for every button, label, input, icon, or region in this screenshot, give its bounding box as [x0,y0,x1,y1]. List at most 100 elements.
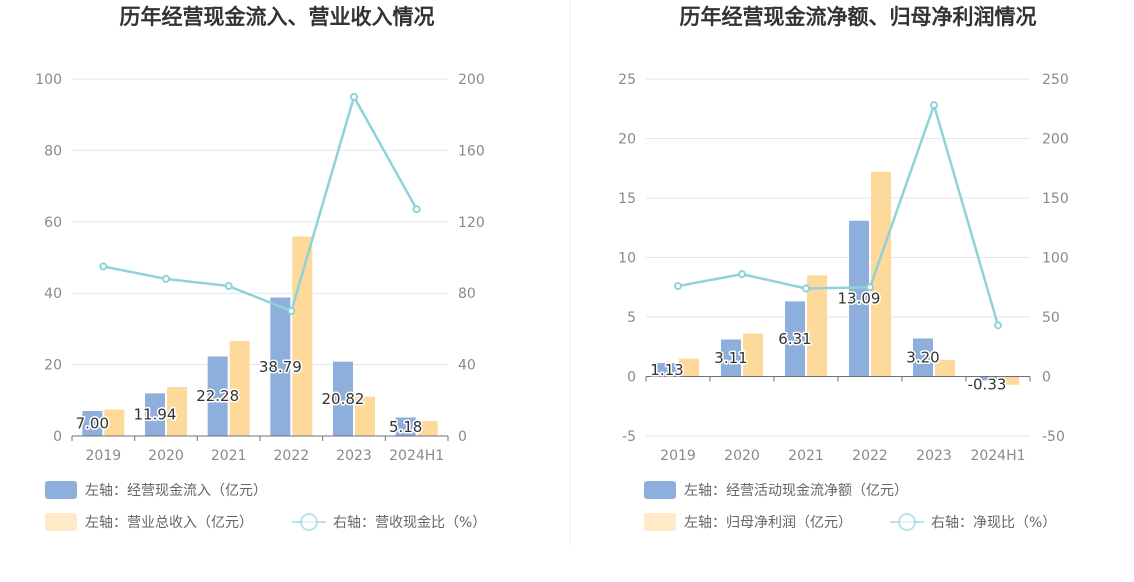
x-tick-label: 2021 [211,448,247,464]
ratio-point-2023[interactable] [930,101,938,110]
y-left-tick-label: 60 [44,215,62,231]
legend-marker-icon[interactable] [300,513,318,531]
y-left-tick-label: -5 [622,429,636,445]
bar-yellow-2023[interactable] [355,396,375,436]
legend-label[interactable]: 右轴：净现比（%） [931,515,1056,531]
bar-blue-2020[interactable] [145,393,165,436]
chart-title: 历年经营现金流入、营业收入情况 [120,5,435,29]
x-tick-label: 2019 [660,448,696,464]
ratio-point-2020[interactable] [738,270,746,279]
y-left-tick-label: 10 [618,251,636,267]
y-right-tick-label: 50 [1042,310,1060,326]
x-tick-label: 2020 [148,448,184,464]
bar-blue-2024H1[interactable] [977,376,997,381]
y-left-tick-label: 15 [618,191,636,207]
data-label: -0.33 [968,376,1007,394]
y-right-tick-label: 150 [1042,191,1069,207]
legend-label[interactable]: 右轴：营收现金比（%） [333,515,486,531]
legend-label[interactable]: 左轴：归母净利润（亿元） [684,514,852,531]
ratio-point-2019[interactable] [99,262,108,271]
y-right-tick-label: 160 [458,143,485,159]
y-right-tick-label: 120 [458,215,485,231]
x-tick-label: 2024H1 [389,448,444,464]
data-label: 7.00 [76,415,109,433]
bar-blue-2023[interactable] [333,361,353,436]
y-left-tick-label: 20 [618,132,636,148]
x-tick-label: 2023 [916,448,952,464]
legend-swatch-bar-blue[interactable] [644,481,676,499]
legend-label[interactable]: 左轴：经营活动现金流净额（亿元） [684,483,908,499]
y-left-tick-label: 25 [618,72,636,88]
legend-label[interactable]: 左轴：经营现金流入（亿元） [85,483,267,499]
y-right-tick-label: 40 [458,358,476,374]
ratio-point-2020[interactable] [162,274,170,283]
legend-marker-icon[interactable] [898,513,916,531]
bar-yellow-2022[interactable] [871,171,891,377]
ratio-line[interactable] [103,93,418,313]
y-right-tick-label: 250 [1042,72,1069,88]
ratio-line[interactable] [677,101,1000,326]
chart-title: 历年经营现金流净额、归母净利润情况 [680,5,1037,29]
data-label: 3.11 [714,349,747,367]
x-tick-label: 2019 [86,448,122,464]
x-tick-label: 2023 [336,448,372,464]
bar-blue-2022[interactable] [849,220,869,377]
legend-swatch-bar-yellow[interactable] [45,513,77,531]
bar-yellow-2020[interactable] [167,387,187,436]
y-left-tick-label: 0 [53,429,62,445]
data-label: 22.28 [196,387,239,405]
bar-yellow-2024H1[interactable] [417,421,438,436]
x-tick-label: 2022 [274,448,310,464]
y-right-tick-label: 200 [1042,132,1069,148]
bar-yellow-2022[interactable] [292,236,313,436]
bar-blue-2021[interactable] [207,356,228,436]
ratio-point-2022[interactable] [866,283,874,292]
ratio-point-2024H1[interactable] [412,205,421,214]
bar-yellow-2020[interactable] [743,333,763,377]
bar-yellow-2023[interactable] [935,359,955,377]
data-label: 5.18 [389,418,422,436]
bar-blue-2023[interactable] [913,338,933,377]
y-right-tick-label: -50 [1042,429,1065,445]
y-right-tick-label: 80 [458,286,476,302]
ratio-point-2021[interactable] [224,282,233,291]
bar-yellow-2021[interactable] [807,275,827,377]
y-left-tick-label: 0 [627,370,636,386]
bar-yellow-2019[interactable] [679,358,699,377]
x-tick-label: 2020 [724,448,760,464]
data-label: 13.09 [838,290,881,308]
ratio-point-2024H1[interactable] [994,321,1002,330]
bar-yellow-2024H1[interactable] [999,376,1019,385]
y-left-tick-label: 5 [627,310,636,326]
ratio-point-2021[interactable] [802,284,810,293]
bar-blue-2021[interactable] [785,301,805,377]
chart-cash-inflow-revenue: 历年经营现金流入、营业收入情况 0 20 40 60 80 100 0 40 80 120 160… [35,5,486,531]
data-label: 11.94 [134,406,177,424]
legend-swatch-bar-blue[interactable] [45,481,77,499]
x-tick-label: 2024H1 [970,448,1025,464]
x-tick-label: 2022 [852,448,888,464]
bar-yellow-2019[interactable] [104,409,125,436]
ratio-point-2019[interactable] [674,282,682,291]
bar-yellow-2021[interactable] [229,341,250,436]
data-label: 3.20 [906,348,939,366]
data-label: 20.82 [322,390,365,408]
y-right-tick-label: 0 [1042,370,1051,386]
data-label: 1.13 [650,361,683,379]
ratio-point-2023[interactable] [350,92,358,101]
bar-blue-2024H1[interactable] [395,417,416,436]
legend-label[interactable]: 左轴：营业总收入（亿元） [85,515,253,531]
legend-swatch-bar-yellow[interactable] [644,513,676,531]
y-left-tick-label: 40 [44,286,62,302]
bar-blue-2020[interactable] [721,339,741,377]
bar-blue-2022[interactable] [270,297,291,436]
data-label: 38.79 [259,358,302,376]
x-tick-label: 2021 [788,448,824,464]
data-label: 6.31 [778,330,811,348]
bar-blue-2019[interactable] [82,411,103,436]
ratio-point-2022[interactable] [287,307,296,316]
bar-blue-2019[interactable] [657,363,677,377]
y-left-tick-label: 80 [44,143,62,159]
y-right-tick-label: 100 [1042,251,1069,267]
